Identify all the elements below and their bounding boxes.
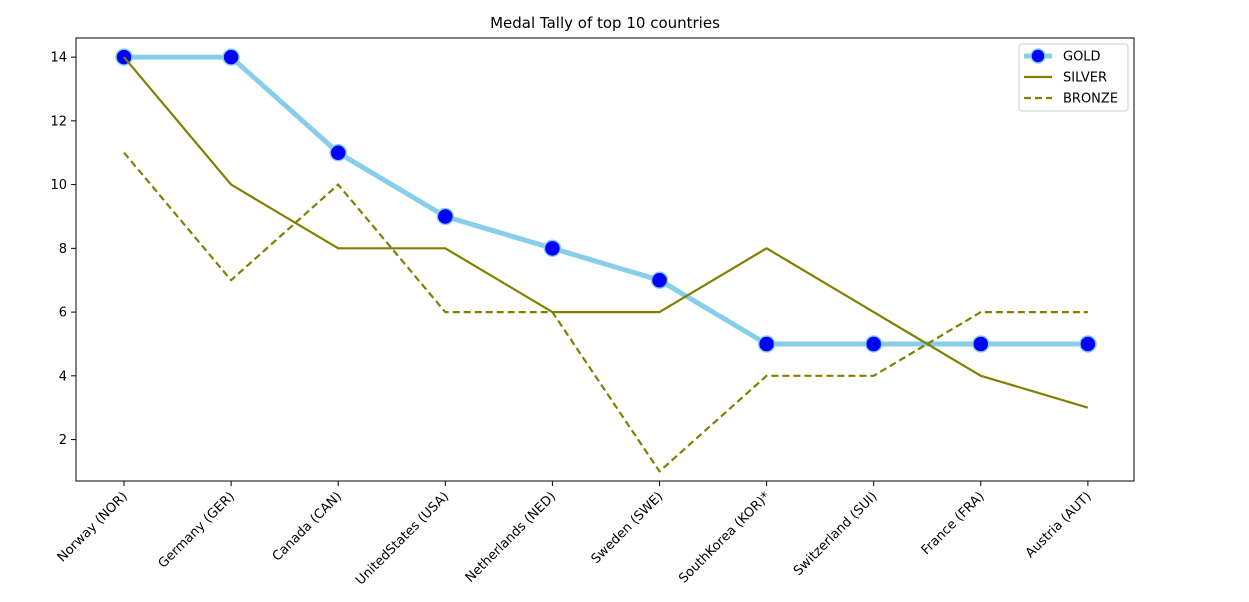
legend-box xyxy=(1018,43,1129,112)
x-tick-label: France (FRA) xyxy=(919,489,988,558)
x-tick-label: Austria (AUT) xyxy=(1023,489,1095,561)
chart-title: Medal Tally of top 10 countries xyxy=(490,14,720,32)
series-line-silver xyxy=(123,56,1089,409)
legend-marker-gold xyxy=(1030,48,1046,64)
plot-area xyxy=(75,37,1135,482)
x-tick-label: Canada (CAN) xyxy=(270,489,345,564)
y-tick-label: 14 xyxy=(50,51,67,66)
data-point-gold xyxy=(757,335,776,353)
y-tick-label: 8 xyxy=(59,242,67,257)
legend: GOLD SILVER BRONZE xyxy=(1018,43,1129,112)
x-axis: Norway (NOR) Germany (GER) Canada (CAN) Uni… xyxy=(55,481,1095,588)
x-tick-label: Switzerland (SUI) xyxy=(791,489,881,579)
legend-label-bronze: BRONZE xyxy=(1063,92,1118,107)
series-layer xyxy=(115,48,1097,473)
y-tick-label: 10 xyxy=(50,178,67,193)
data-point-gold xyxy=(222,48,240,66)
y-tick-label: 12 xyxy=(50,114,67,129)
y-axis: 2 4 6 8 10 12 14 xyxy=(50,51,76,448)
data-point-gold xyxy=(329,143,347,162)
x-tick-label: Germany (GER) xyxy=(156,489,238,571)
data-point-gold xyxy=(436,207,455,226)
data-point-gold xyxy=(972,335,990,353)
data-point-gold xyxy=(543,239,562,258)
data-point-gold xyxy=(650,271,669,289)
x-tick-label: UnitedStates (USA) xyxy=(353,489,452,588)
x-tick-label: Sweden (SWE) xyxy=(589,489,667,567)
x-tick-label: Netherlands (NED) xyxy=(463,489,559,585)
data-point-gold xyxy=(864,335,883,353)
y-tick-label: 4 xyxy=(59,369,67,384)
legend-label-silver: SILVER xyxy=(1063,71,1107,86)
series-line-gold xyxy=(124,54,1088,347)
data-point-gold xyxy=(1079,335,1097,353)
x-tick-label: SouthKorea (KOR)* xyxy=(676,489,774,587)
y-tick-label: 6 xyxy=(59,306,67,321)
x-tick-label: Norway (NOR) xyxy=(55,489,131,565)
legend-label-gold: GOLD xyxy=(1063,50,1101,65)
y-tick-label: 2 xyxy=(59,433,67,448)
